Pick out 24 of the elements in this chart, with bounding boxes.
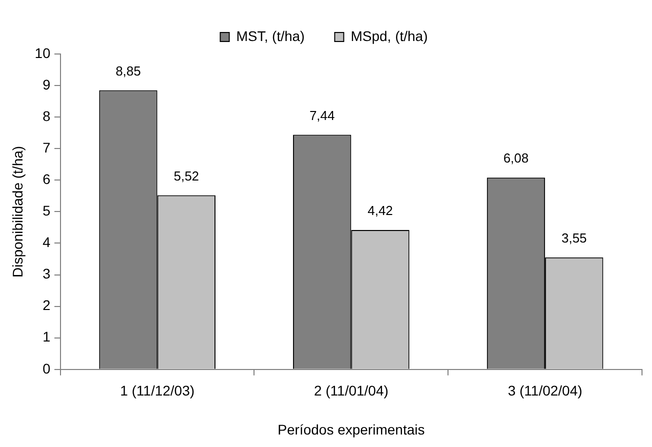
data-label: 5,52 (174, 168, 200, 184)
x-tick-label: 1 (11/12/03) (120, 382, 195, 399)
legend-label: MST, (t/ha) (236, 28, 305, 44)
legend-label: MSpd, (t/ha) (350, 28, 428, 44)
data-label: 4,42 (368, 203, 393, 218)
y-tick-label: 6 (42, 171, 51, 188)
y-tick-label: 0 (42, 360, 51, 376)
y-tick-label: 1 (42, 328, 51, 345)
y-tick-label: 2 (42, 297, 51, 314)
y-tick-label: 9 (42, 76, 51, 92)
y-tick-label: 4 (42, 234, 51, 250)
x-tick-label: 3 (11/02/04) (508, 382, 582, 399)
data-label: 7,44 (309, 108, 335, 123)
y-tick-label: 10 (34, 44, 51, 61)
data-label: 6,08 (503, 150, 529, 166)
y-tick-label: 5 (42, 202, 51, 219)
data-label: 8,85 (116, 63, 141, 78)
x-tick-label: 2 (11/01/04) (314, 382, 388, 399)
x-axis-title: Períodos experimentais (278, 421, 425, 438)
y-tick-label: 3 (42, 266, 51, 282)
data-label: 3,55 (561, 230, 587, 246)
y-tick-label: 8 (42, 108, 51, 124)
y-tick-label: 7 (42, 139, 51, 156)
y-axis-title: Disponibilidade (t/ha) (9, 146, 26, 278)
